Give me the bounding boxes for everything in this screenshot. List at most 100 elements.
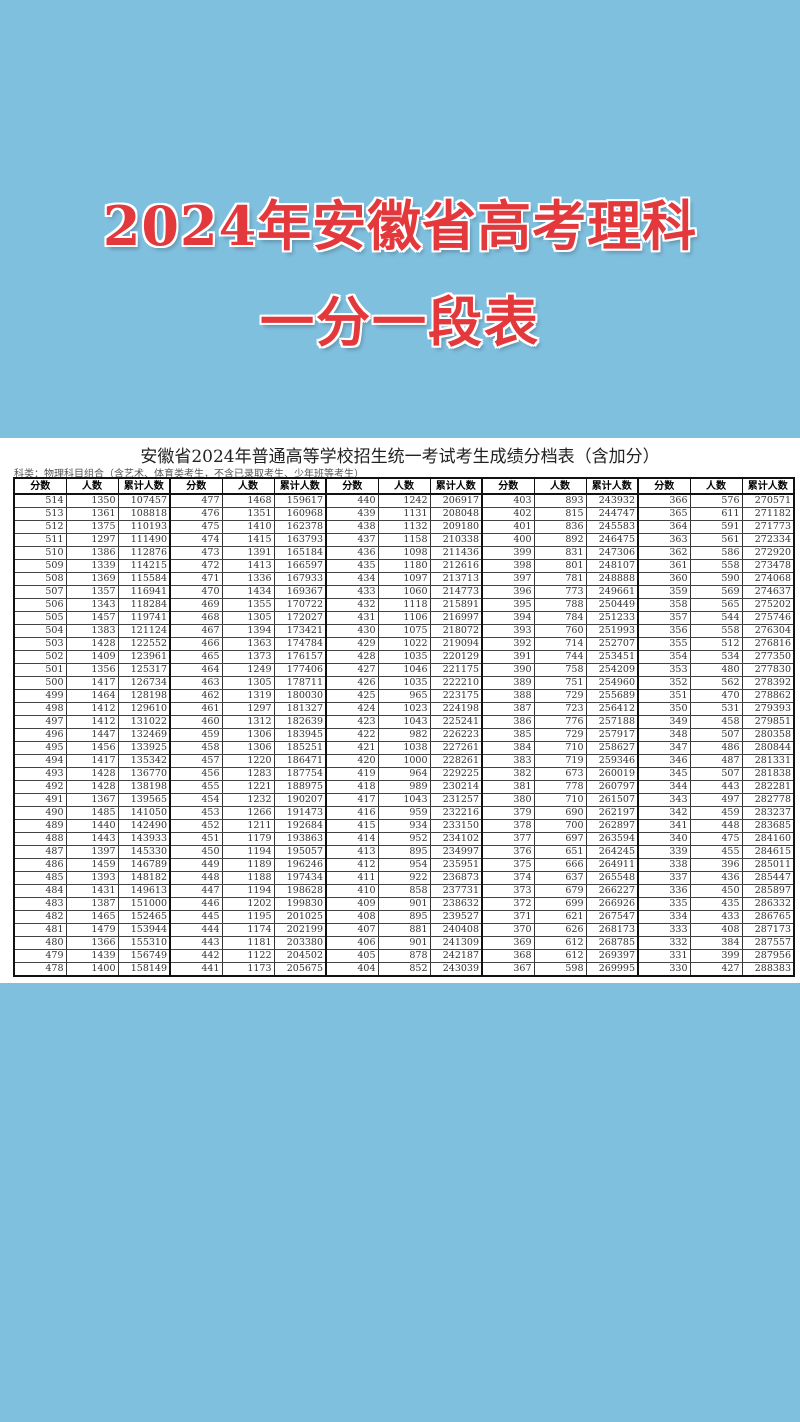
- cell-cumulative: 131022: [118, 715, 171, 729]
- cell-cumulative: 285011: [742, 858, 795, 872]
- cell-score: 333: [638, 923, 691, 937]
- cell-score: 423: [326, 715, 379, 729]
- cell-count: 455: [690, 845, 743, 859]
- cell-count: 1394: [222, 624, 275, 638]
- cell-cumulative: 139565: [118, 793, 171, 807]
- cell-count: 1305: [222, 611, 275, 625]
- cell-cumulative: 262197: [586, 806, 639, 820]
- cell-score: 380: [482, 793, 535, 807]
- cell-score: 453: [170, 806, 223, 820]
- cell-score: 433: [326, 585, 379, 599]
- cell-score: 365: [638, 507, 691, 521]
- cell-count: 1391: [222, 546, 275, 560]
- cell-cumulative: 129610: [118, 702, 171, 716]
- cell-score: 416: [326, 806, 379, 820]
- cell-count: 719: [534, 754, 587, 768]
- cell-cumulative: 237731: [430, 884, 483, 898]
- cell-cumulative: 206917: [430, 494, 483, 508]
- cell-cumulative: 119741: [118, 611, 171, 625]
- cell-count: 1464: [66, 689, 119, 703]
- table-row: 506 1343 118284 469 1355 170722 432 1118 215891 3…: [14, 598, 795, 612]
- cell-cumulative: 259346: [586, 754, 639, 768]
- cell-count: 443: [690, 780, 743, 794]
- cell-score: 428: [326, 650, 379, 664]
- cell-score: 434: [326, 572, 379, 586]
- cell-score: 425: [326, 689, 379, 703]
- cell-cumulative: 239527: [430, 910, 483, 924]
- cell-cumulative: 265548: [586, 871, 639, 885]
- table-row: 505 1457 119741 468 1305 172027 431 1106 216997 3…: [14, 611, 795, 625]
- header-score: 分数: [325, 477, 379, 495]
- cell-cumulative: 285447: [742, 871, 795, 885]
- cell-count: 1412: [66, 702, 119, 716]
- table-row: 507 1357 116941 470 1434 169367 433 1060 214773 3…: [14, 585, 795, 599]
- cell-score: 395: [482, 598, 535, 612]
- table-row: 489 1440 142490 452 1211 192684 415 934 233150 37…: [14, 819, 795, 833]
- cell-count: 901: [378, 897, 431, 911]
- cell-count: 1428: [66, 637, 119, 651]
- cell-score: 347: [638, 741, 691, 755]
- cell-count: 1174: [222, 923, 275, 937]
- cell-count: 1350: [66, 494, 119, 508]
- cell-cumulative: 185251: [274, 741, 327, 755]
- cell-count: 1409: [66, 650, 119, 664]
- table-header-row: 分数 人数 累计人数 分数 人数 累计人数 分数 人数 累计人数 分数 人数 累计人数 分数 人数 累计人数: [13, 477, 795, 495]
- cell-cumulative: 208048: [430, 507, 483, 521]
- header-cumulative: 累计人数: [741, 477, 795, 495]
- cell-score: 351: [638, 689, 691, 703]
- cell-score: 336: [638, 884, 691, 898]
- cell-cumulative: 128198: [118, 689, 171, 703]
- cell-count: 1043: [378, 715, 431, 729]
- cell-cumulative: 215891: [430, 598, 483, 612]
- table-row: 479 1439 156749 442 1122 204502 405 878 242187 36…: [14, 949, 795, 963]
- table-row: 493 1428 136770 456 1283 187754 419 964 229225 38…: [14, 767, 795, 781]
- cell-count: 1387: [66, 897, 119, 911]
- table-row: 501 1356 125317 464 1249 177406 427 1046 221175 3…: [14, 663, 795, 677]
- cell-cumulative: 245583: [586, 520, 639, 534]
- header-count: 人数: [65, 477, 119, 495]
- cell-cumulative: 230214: [430, 780, 483, 794]
- table-row: 510 1386 112876 473 1391 165184 436 1098 211436 3…: [14, 546, 795, 560]
- cell-score: 359: [638, 585, 691, 599]
- cell-count: 1158: [378, 533, 431, 547]
- cell-count: 408: [690, 923, 743, 937]
- cell-cumulative: 163793: [274, 533, 327, 547]
- cell-cumulative: 156749: [118, 949, 171, 963]
- cell-cumulative: 155310: [118, 936, 171, 950]
- cell-score: 463: [170, 676, 223, 690]
- cell-cumulative: 262897: [586, 819, 639, 833]
- cell-cumulative: 199830: [274, 897, 327, 911]
- cell-count: 1283: [222, 767, 275, 781]
- cell-score: 491: [14, 793, 67, 807]
- cell-cumulative: 107457: [118, 494, 171, 508]
- cell-count: 569: [690, 585, 743, 599]
- cell-cumulative: 246475: [586, 533, 639, 547]
- cell-score: 464: [170, 663, 223, 677]
- cell-count: 758: [534, 663, 587, 677]
- cell-count: 831: [534, 546, 587, 560]
- cell-score: 480: [14, 936, 67, 950]
- cell-count: 450: [690, 884, 743, 898]
- cell-cumulative: 229225: [430, 767, 483, 781]
- cell-count: 1456: [66, 741, 119, 755]
- cell-cumulative: 251233: [586, 611, 639, 625]
- table-row: 485 1393 148182 448 1188 197434 411 922 236873 37…: [14, 871, 795, 885]
- cell-count: 576: [690, 494, 743, 508]
- header-score: 分数: [169, 477, 223, 495]
- cell-cumulative: 213713: [430, 572, 483, 586]
- cell-score: 490: [14, 806, 67, 820]
- cell-count: 590: [690, 572, 743, 586]
- cell-score: 513: [14, 507, 67, 521]
- cell-cumulative: 264911: [586, 858, 639, 872]
- cell-score: 354: [638, 650, 691, 664]
- header-cumulative: 累计人数: [429, 477, 483, 495]
- cell-cumulative: 221175: [430, 663, 483, 677]
- cell-cumulative: 247306: [586, 546, 639, 560]
- cell-score: 335: [638, 897, 691, 911]
- cell-cumulative: 266926: [586, 897, 639, 911]
- cell-count: 591: [690, 520, 743, 534]
- cell-score: 507: [14, 585, 67, 599]
- cell-score: 330: [638, 962, 691, 977]
- cell-cumulative: 177406: [274, 663, 327, 677]
- cell-count: 1447: [66, 728, 119, 742]
